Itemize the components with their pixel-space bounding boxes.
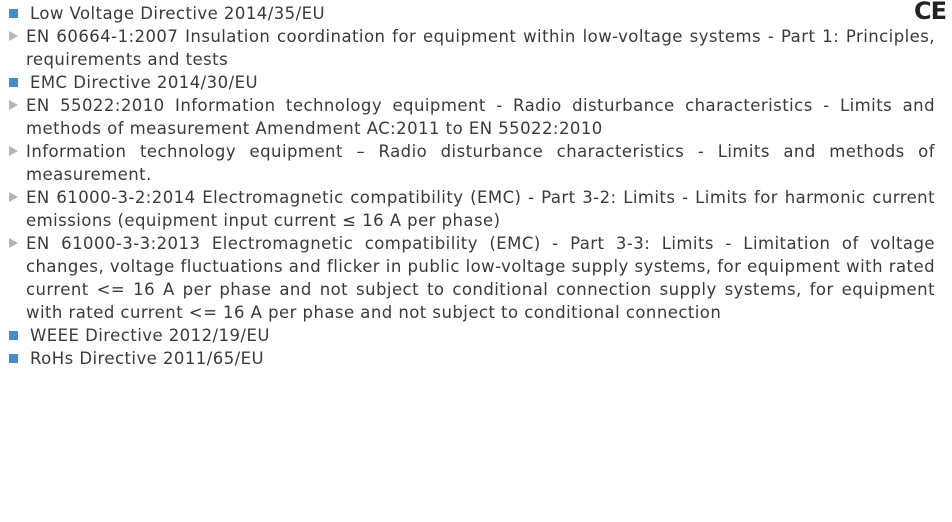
standard-item: EN 60664-1:2007 Insulation coordination … (0, 25, 935, 71)
directive-list: Low Voltage Directive 2014/35/EU EN 60664… (0, 2, 935, 370)
standard-item: Information technology equipment – Radio… (0, 140, 935, 186)
directive-title: RoHs Directive 2011/65/EU (0, 347, 935, 370)
directive-title: Low Voltage Directive 2014/35/EU (0, 2, 935, 25)
ce-mark: CE (913, 0, 947, 25)
directive-title: WEEE Directive 2012/19/EU (0, 324, 935, 347)
standard-item: EN 55022:2010 Information technology equ… (0, 94, 935, 140)
standard-item: EN 61000-3-2:2014 Electromagnetic compat… (0, 186, 935, 232)
standard-item: EN 61000-3-3:2013 Electromagnetic compat… (0, 232, 935, 324)
directive-title: EMC Directive 2014/30/EU (0, 71, 935, 94)
